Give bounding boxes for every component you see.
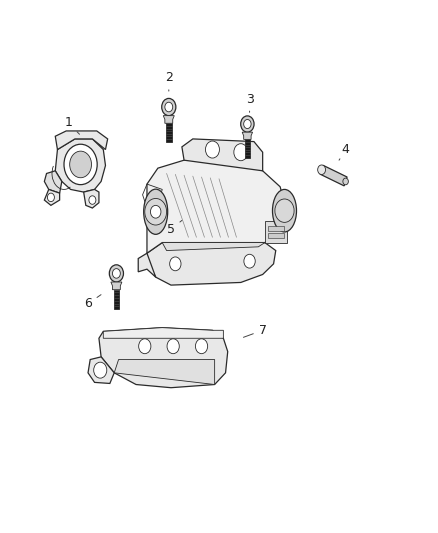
Circle shape [70,151,92,177]
Polygon shape [265,221,287,243]
Circle shape [275,199,294,222]
Polygon shape [99,328,228,387]
Polygon shape [114,360,215,384]
Polygon shape [242,132,253,140]
Text: 3: 3 [246,93,254,112]
Polygon shape [182,139,263,171]
Polygon shape [138,253,155,277]
Circle shape [162,99,176,116]
Circle shape [205,141,219,158]
Circle shape [150,205,161,218]
Polygon shape [111,282,122,289]
Circle shape [195,339,208,354]
Polygon shape [320,165,347,186]
Circle shape [170,257,181,271]
Text: 7: 7 [244,324,267,337]
Circle shape [244,119,251,128]
Circle shape [110,265,124,282]
Polygon shape [55,131,108,150]
Polygon shape [44,189,60,205]
Polygon shape [84,189,99,208]
Text: 2: 2 [165,71,173,91]
Circle shape [113,269,120,278]
Text: 5: 5 [167,221,182,236]
Polygon shape [163,116,174,123]
Ellipse shape [144,189,168,235]
Circle shape [167,339,179,354]
Circle shape [244,254,255,268]
Circle shape [165,102,173,112]
Text: 6: 6 [84,295,101,310]
Circle shape [234,144,248,161]
Polygon shape [268,225,284,231]
Circle shape [89,196,96,204]
Text: 1: 1 [64,117,80,134]
Polygon shape [162,243,265,251]
Polygon shape [166,123,172,142]
Ellipse shape [272,189,297,232]
Polygon shape [44,171,62,193]
Polygon shape [245,140,250,158]
Polygon shape [113,289,119,309]
Circle shape [139,339,151,354]
Polygon shape [103,328,223,338]
Circle shape [47,193,54,201]
Circle shape [318,165,325,174]
Polygon shape [88,357,114,383]
Circle shape [343,178,348,185]
Circle shape [145,198,166,225]
Text: 4: 4 [339,143,350,160]
Polygon shape [147,243,276,285]
Polygon shape [147,158,287,253]
Polygon shape [55,139,106,192]
Circle shape [94,362,107,378]
Polygon shape [268,233,284,238]
Circle shape [241,116,254,132]
Circle shape [64,144,97,184]
